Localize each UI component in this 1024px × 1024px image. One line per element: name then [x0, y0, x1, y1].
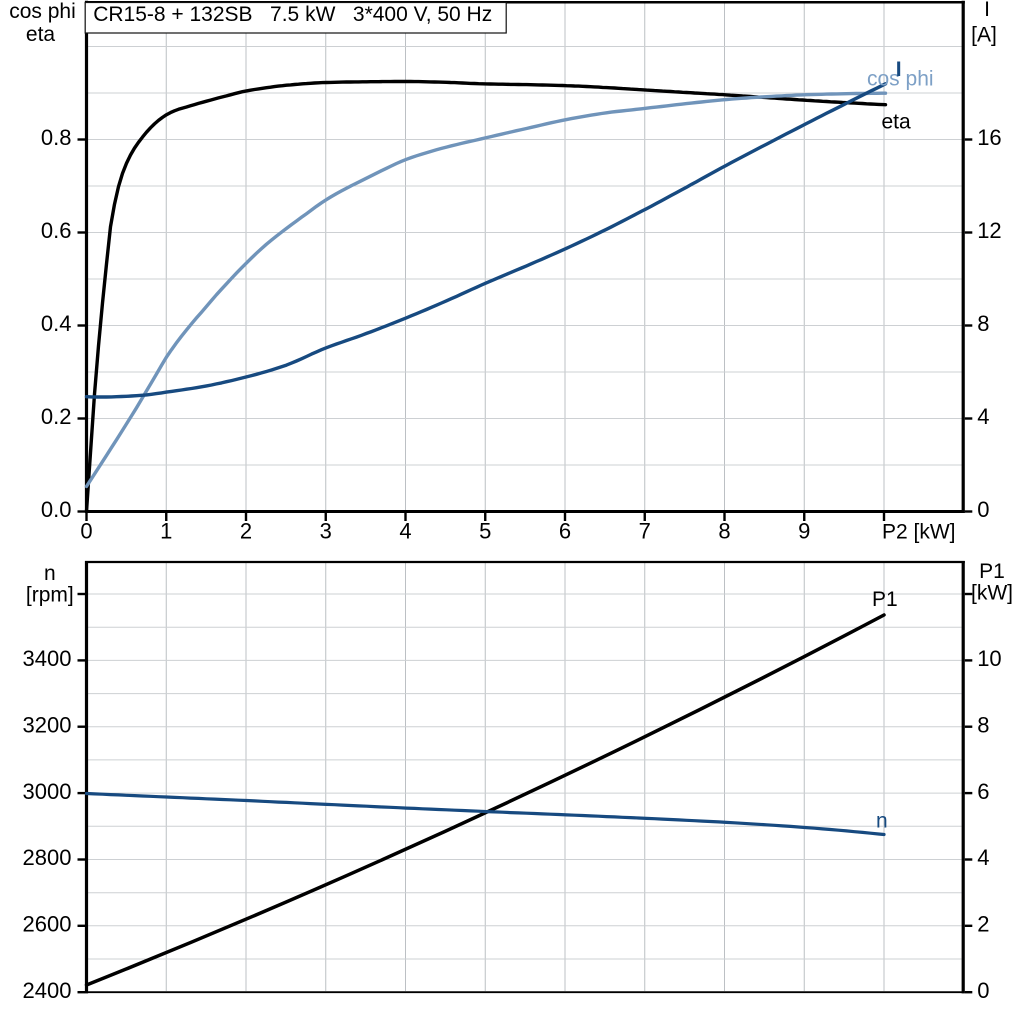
svg-text:0: 0 [977, 978, 989, 1003]
svg-text:CR15-8 + 132SB 7.5 kW 3*40: CR15-8 + 132SB 7.5 kW 3*400 V, 50 Hz [93, 3, 492, 26]
svg-text:3: 3 [320, 519, 332, 544]
svg-text:n: n [44, 562, 56, 585]
svg-text:cos phi: cos phi [9, 0, 76, 23]
svg-text:6: 6 [559, 519, 571, 544]
svg-text:eta: eta [26, 23, 56, 46]
svg-text:8: 8 [977, 311, 989, 336]
svg-text:P1: P1 [872, 588, 898, 611]
svg-text:8: 8 [977, 712, 989, 737]
svg-text:3000: 3000 [23, 779, 72, 804]
svg-text:cos phi: cos phi [867, 68, 934, 91]
svg-text:9: 9 [798, 519, 810, 544]
svg-text:10: 10 [977, 646, 1001, 671]
svg-text:2: 2 [977, 912, 989, 937]
svg-text:P1: P1 [979, 560, 1005, 583]
svg-text:n: n [876, 810, 888, 833]
svg-text:3200: 3200 [23, 712, 72, 737]
svg-text:2800: 2800 [23, 845, 72, 870]
svg-text:I: I [984, 0, 990, 21]
svg-text:0.4: 0.4 [41, 311, 72, 336]
svg-text:7: 7 [639, 519, 651, 544]
svg-text:4: 4 [977, 404, 989, 429]
svg-text:[rpm]: [rpm] [26, 584, 74, 607]
svg-text:0.2: 0.2 [41, 404, 72, 429]
svg-text:0.6: 0.6 [41, 218, 72, 243]
svg-text:0.8: 0.8 [41, 125, 72, 150]
svg-text:12: 12 [977, 218, 1001, 243]
svg-text:5: 5 [479, 519, 491, 544]
svg-text:4: 4 [977, 845, 989, 870]
svg-text:0: 0 [977, 497, 989, 522]
svg-text:0: 0 [80, 519, 92, 544]
svg-text:8: 8 [718, 519, 730, 544]
svg-text:4: 4 [399, 519, 411, 544]
svg-text:2: 2 [240, 519, 252, 544]
svg-text:6: 6 [977, 779, 989, 804]
svg-text:[kW]: [kW] [971, 582, 1013, 605]
svg-text:0.0: 0.0 [41, 497, 72, 522]
svg-text:3400: 3400 [23, 646, 72, 671]
svg-text:P2 [kW]: P2 [kW] [882, 521, 956, 544]
svg-text:I: I [896, 58, 902, 81]
svg-text:eta: eta [882, 111, 912, 134]
svg-text:1: 1 [160, 519, 172, 544]
svg-text:2400: 2400 [23, 978, 72, 1003]
svg-text:2600: 2600 [23, 912, 72, 937]
svg-text:16: 16 [977, 125, 1001, 150]
svg-text:[A]: [A] [971, 24, 997, 47]
